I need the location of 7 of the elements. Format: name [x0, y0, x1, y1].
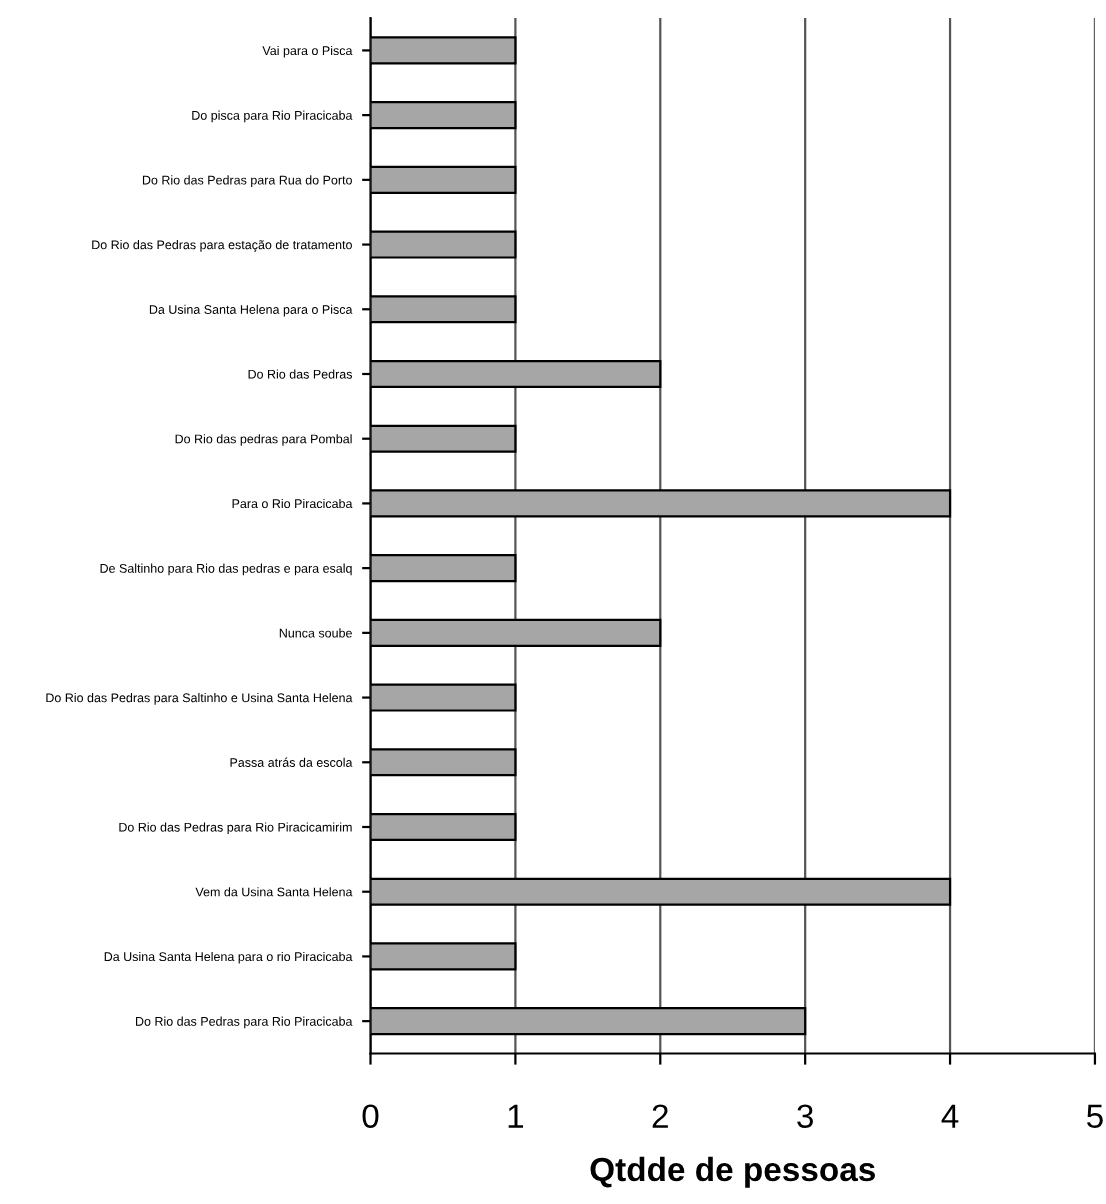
x-tick-label: 5 [1087, 1104, 1103, 1128]
x-tick-label: 3 [797, 1104, 813, 1128]
x-tick-label: 4 [941, 1104, 959, 1128]
x-axis-title: Qtdde de pessoas [590, 1156, 875, 1188]
x-tick-label: 0 [362, 1104, 379, 1128]
x-tick-label: 2 [652, 1104, 668, 1128]
x-tick-label: 1 [508, 1104, 524, 1128]
